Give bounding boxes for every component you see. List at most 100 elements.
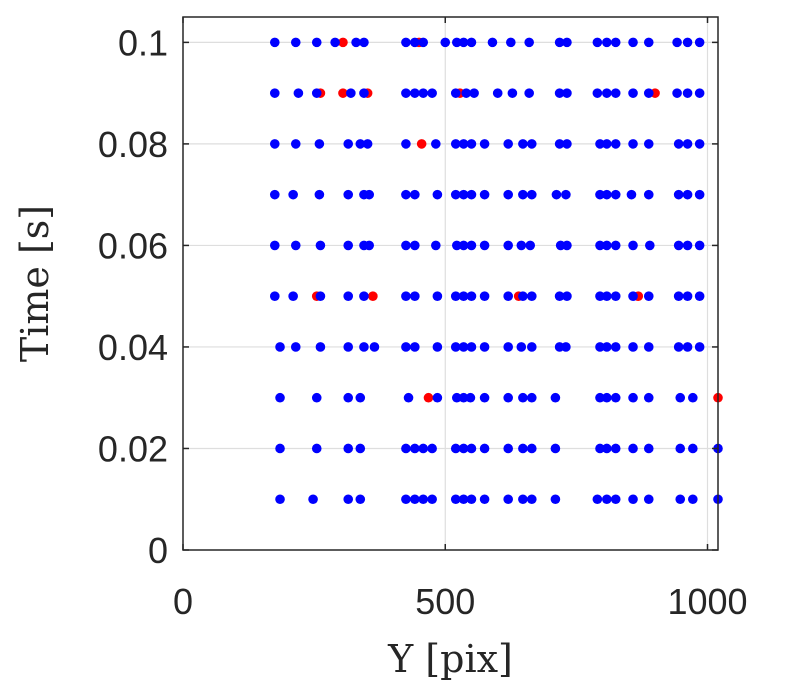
x-tick-label: 0 xyxy=(173,581,193,622)
data-point xyxy=(518,291,528,301)
data-point xyxy=(643,189,654,200)
y-tick-label: 0.02 xyxy=(98,428,168,469)
data-point xyxy=(526,189,537,200)
data-point xyxy=(524,88,534,98)
data-point xyxy=(410,342,420,352)
data-point xyxy=(401,291,411,301)
data-point xyxy=(682,88,693,98)
data-point xyxy=(418,88,429,98)
data-point xyxy=(343,443,354,454)
data-point xyxy=(450,88,461,98)
data-point xyxy=(440,37,451,48)
data-point xyxy=(682,139,693,149)
data-point xyxy=(506,37,516,48)
data-point xyxy=(461,88,472,98)
plot-frame xyxy=(182,16,719,551)
data-point xyxy=(561,342,571,352)
data-point xyxy=(610,240,621,251)
data-point xyxy=(550,494,561,505)
data-point xyxy=(610,342,621,352)
data-point xyxy=(290,139,301,149)
data-point xyxy=(628,392,638,403)
data-point xyxy=(628,37,638,48)
data-point xyxy=(432,342,443,352)
data-point xyxy=(554,37,565,48)
data-point xyxy=(675,443,686,454)
data-point xyxy=(479,189,490,200)
data-point xyxy=(315,342,326,352)
data-point xyxy=(450,494,461,505)
data-point xyxy=(458,392,469,403)
data-point xyxy=(526,342,537,352)
data-point xyxy=(694,189,705,200)
data-point xyxy=(315,240,326,251)
data-point xyxy=(561,189,571,200)
data-point xyxy=(418,37,429,48)
data-point xyxy=(458,189,469,200)
data-point xyxy=(466,291,477,301)
data-point xyxy=(643,443,654,454)
data-point xyxy=(269,37,280,48)
data-point xyxy=(688,494,698,505)
data-point xyxy=(359,291,369,301)
data-point xyxy=(551,189,562,200)
data-point xyxy=(431,139,441,149)
data-point xyxy=(269,139,280,149)
data-point xyxy=(364,240,375,251)
data-point xyxy=(466,37,477,48)
data-point xyxy=(673,291,684,301)
data-point xyxy=(432,291,443,301)
data-point xyxy=(643,291,654,301)
data-point xyxy=(410,189,420,200)
data-point xyxy=(343,342,354,352)
data-point xyxy=(330,37,340,48)
data-point xyxy=(410,240,420,251)
data-point xyxy=(458,240,469,251)
data-point xyxy=(503,494,513,505)
data-point xyxy=(290,37,301,48)
data-point xyxy=(518,443,528,454)
data-point xyxy=(492,88,503,98)
data-point xyxy=(503,240,513,251)
data-point xyxy=(628,443,638,454)
data-point xyxy=(423,392,434,403)
data-point xyxy=(351,37,361,48)
data-point xyxy=(364,189,375,200)
data-point xyxy=(359,88,369,98)
data-point xyxy=(562,240,572,251)
data-point xyxy=(410,291,420,301)
data-point xyxy=(418,443,429,454)
data-point xyxy=(269,291,280,301)
data-point xyxy=(602,189,612,200)
data-point xyxy=(369,342,380,352)
data-point xyxy=(343,392,354,403)
data-point xyxy=(682,342,693,352)
data-point xyxy=(673,139,684,149)
data-point xyxy=(643,494,654,505)
x-axis-label: Y [pix] xyxy=(387,637,513,681)
data-point xyxy=(602,342,612,352)
data-point xyxy=(479,291,490,301)
data-point xyxy=(431,240,441,251)
data-point xyxy=(610,443,621,454)
data-point xyxy=(516,240,527,251)
data-point xyxy=(479,139,490,149)
data-point xyxy=(355,392,366,403)
y-tick-label: 0 xyxy=(148,530,168,571)
x-tick-label: 1000 xyxy=(667,581,747,622)
data-point xyxy=(401,494,411,505)
data-point xyxy=(626,189,637,200)
data-point xyxy=(458,342,469,352)
data-point xyxy=(682,240,693,251)
data-point xyxy=(410,88,420,98)
data-point xyxy=(368,291,378,301)
data-point xyxy=(465,392,476,403)
data-point xyxy=(362,139,373,149)
data-point xyxy=(524,37,534,48)
data-point xyxy=(610,189,621,200)
data-point xyxy=(628,240,638,251)
data-point xyxy=(518,139,528,149)
data-point xyxy=(526,494,537,505)
data-point xyxy=(602,88,612,98)
data-point xyxy=(311,37,322,48)
